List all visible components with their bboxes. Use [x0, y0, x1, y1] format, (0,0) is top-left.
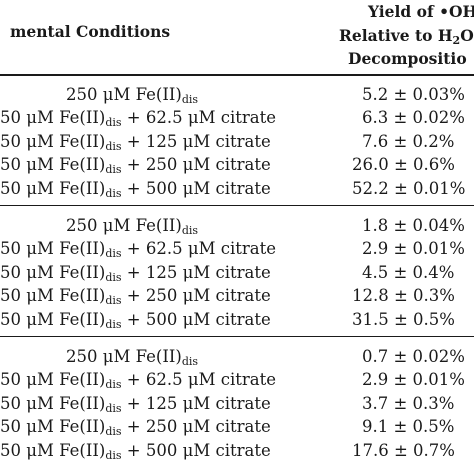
yield-cell: 26.0 ± 0.6% — [352, 155, 455, 174]
condition-pre: 50 μM Fe(II) — [0, 394, 106, 413]
yield-cell: 9.1 ± 0.5% — [362, 417, 455, 436]
condition-cell: 250 μM Fe(II)dis — [66, 215, 198, 237]
condition-pre: 250 μM Fe(II) — [66, 347, 182, 366]
yield-cell: 6.3 ± 0.02% — [362, 108, 465, 127]
condition-cell: 50 μM Fe(II)dis + 125 μM citrate — [0, 393, 271, 415]
condition-sub: dis — [105, 271, 122, 284]
condition-pre: 50 μM Fe(II) — [0, 239, 106, 258]
condition-sub: dis — [105, 163, 122, 176]
condition-post: + 62.5 μM citrate — [121, 108, 276, 127]
condition-sub: dis — [105, 140, 122, 153]
header-conditions: mental Conditions — [10, 22, 171, 41]
yield-cell: 17.6 ± 0.7% — [352, 441, 455, 460]
condition-sub: dis — [181, 93, 199, 106]
condition-cell: 250 μM Fe(II)dis — [66, 84, 198, 106]
condition-pre: 50 μM Fe(II) — [0, 441, 106, 460]
condition-post: + 500 μM citrate — [121, 441, 271, 460]
header-yield-line2-pre: Relative to H — [339, 26, 453, 45]
condition-post: + 62.5 μM citrate — [121, 370, 276, 389]
condition-pre: 50 μM Fe(II) — [0, 263, 106, 282]
condition-cell: 50 μM Fe(II)dis + 125 μM citrate — [0, 131, 271, 153]
condition-pre: 250 μM Fe(II) — [66, 85, 182, 104]
condition-post: + 62.5 μM citrate — [121, 239, 276, 258]
yield-cell: 31.5 ± 0.5% — [352, 310, 455, 329]
condition-cell: 50 μM Fe(II)dis + 250 μM citrate — [0, 285, 271, 307]
yield-cell: 52.2 ± 0.01% — [352, 179, 466, 198]
condition-pre: 50 μM Fe(II) — [0, 179, 106, 198]
condition-post: + 125 μM citrate — [121, 132, 271, 151]
condition-cell: 250 μM Fe(II)dis — [66, 346, 198, 368]
condition-cell: 50 μM Fe(II)dis + 125 μM citrate — [0, 262, 271, 284]
condition-cell: 50 μM Fe(II)dis + 62.5 μM citrate — [0, 238, 276, 260]
condition-sub: dis — [105, 116, 122, 129]
condition-pre: 50 μM Fe(II) — [0, 155, 106, 174]
condition-post: + 500 μM citrate — [121, 179, 271, 198]
header-yield-line1: Yield of •OH — [368, 2, 474, 21]
condition-pre: 50 μM Fe(II) — [0, 370, 106, 389]
yield-cell: 7.6 ± 0.2% — [362, 132, 455, 151]
condition-post: + 250 μM citrate — [121, 155, 271, 174]
condition-cell: 50 μM Fe(II)dis + 500 μM citrate — [0, 178, 271, 200]
condition-cell: 50 μM Fe(II)dis + 500 μM citrate — [0, 309, 271, 331]
condition-cell: 50 μM Fe(II)dis + 62.5 μM citrate — [0, 107, 276, 129]
condition-sub: dis — [105, 378, 122, 391]
condition-pre: 250 μM Fe(II) — [66, 216, 182, 235]
condition-pre: 50 μM Fe(II) — [0, 286, 106, 305]
condition-sub: dis — [105, 425, 122, 438]
yield-cell: 3.7 ± 0.3% — [362, 394, 455, 413]
condition-pre: 50 μM Fe(II) — [0, 310, 106, 329]
condition-post: + 125 μM citrate — [121, 394, 271, 413]
condition-sub: dis — [105, 247, 122, 260]
condition-post: + 250 μM citrate — [121, 286, 271, 305]
condition-post: + 250 μM citrate — [121, 417, 271, 436]
yield-cell: 12.8 ± 0.3% — [352, 286, 455, 305]
group-divider — [0, 205, 474, 206]
header-yield-line2-post: O — [460, 26, 474, 45]
condition-sub: dis — [105, 294, 122, 307]
condition-post: + 125 μM citrate — [121, 263, 271, 282]
condition-pre: 50 μM Fe(II) — [0, 108, 106, 127]
condition-pre: 50 μM Fe(II) — [0, 132, 106, 151]
condition-sub: dis — [105, 402, 122, 415]
condition-post: + 500 μM citrate — [121, 310, 271, 329]
condition-sub: dis — [105, 187, 122, 200]
group-divider — [0, 336, 474, 337]
condition-cell: 50 μM Fe(II)dis + 500 μM citrate — [0, 440, 271, 462]
yield-cell: 1.8 ± 0.04% — [362, 216, 465, 235]
condition-pre: 50 μM Fe(II) — [0, 417, 106, 436]
condition-cell: 50 μM Fe(II)dis + 250 μM citrate — [0, 416, 271, 438]
yield-cell: 2.9 ± 0.01% — [362, 239, 465, 258]
condition-sub: dis — [105, 318, 122, 331]
yield-cell: 0.7 ± 0.02% — [362, 347, 465, 366]
condition-sub: dis — [181, 224, 199, 237]
header-yield-line2: Relative to H2O — [339, 26, 474, 46]
condition-cell: 50 μM Fe(II)dis + 250 μM citrate — [0, 154, 271, 176]
yield-cell: 4.5 ± 0.4% — [362, 263, 455, 282]
condition-sub: dis — [181, 355, 199, 368]
header-yield-line3: Decompositio — [348, 49, 467, 68]
header-rule — [0, 74, 474, 76]
yield-cell: 5.2 ± 0.03% — [362, 85, 465, 104]
condition-sub: dis — [105, 449, 122, 462]
condition-cell: 50 μM Fe(II)dis + 62.5 μM citrate — [0, 369, 276, 391]
yield-cell: 2.9 ± 0.01% — [362, 370, 465, 389]
header-yield-line2-sub: 2 — [452, 34, 461, 47]
